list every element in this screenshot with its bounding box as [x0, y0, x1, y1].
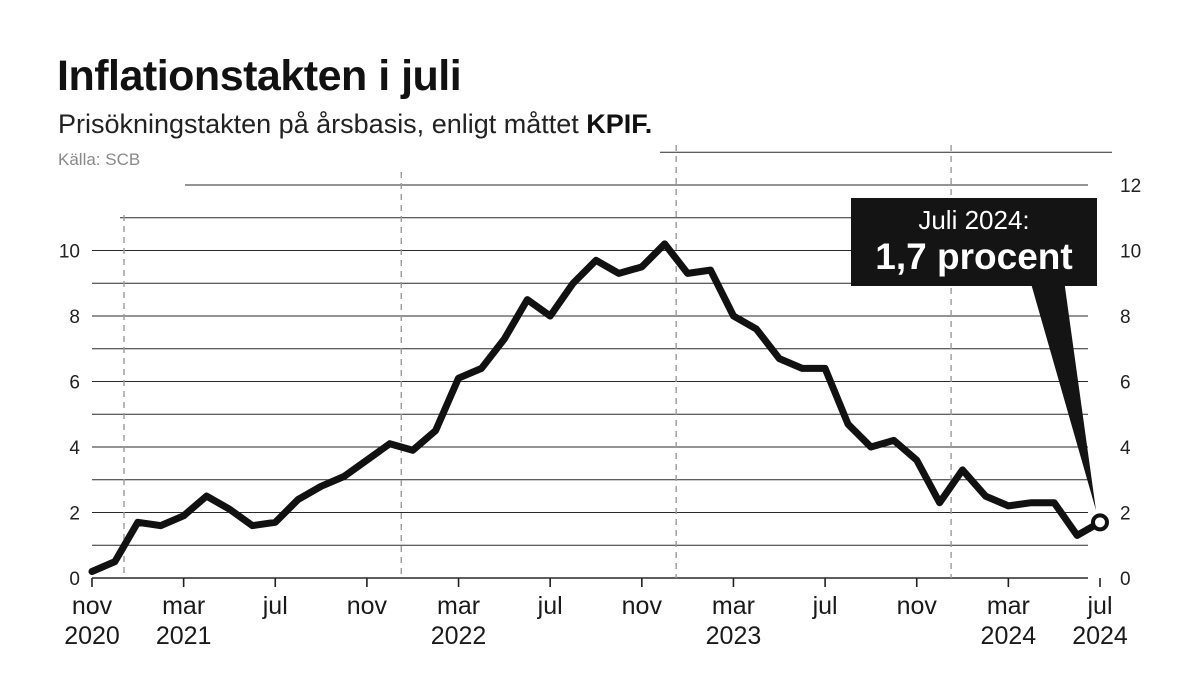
y-tick-label-left: 10 — [59, 242, 80, 263]
x-tick-month: nov — [897, 592, 938, 620]
x-tick-month: mar — [162, 592, 205, 620]
x-tick-year: 2024 — [1072, 622, 1128, 650]
x-tick-year: 2024 — [981, 622, 1037, 650]
callout-date: Juli 2024: — [918, 205, 1030, 235]
y-tick-label-right: 0 — [1120, 569, 1131, 590]
y-tick-label-left: 0 — [69, 569, 80, 590]
y-tick-label-right: 12 — [1120, 176, 1141, 197]
y-axis-left: 0 2 4 6 8 10 — [59, 242, 81, 591]
x-tick-month: mar — [437, 592, 480, 620]
y-tick-label-left: 4 — [69, 438, 80, 459]
x-tick-year: 2020 — [64, 622, 120, 650]
callout-pointer — [1030, 280, 1096, 511]
y-tick-label-right: 8 — [1120, 307, 1131, 328]
data-points — [1091, 513, 1109, 532]
x-tick-year: 2022 — [431, 622, 487, 650]
y-tick-label-right: 2 — [1120, 504, 1131, 525]
x-tick-month: jul — [537, 592, 563, 620]
chart-subtitle: Prisökningstakten på årsbasis, enligt må… — [58, 109, 652, 140]
y-axis-right: 0 2 4 6 8 10 12 — [1120, 176, 1141, 590]
x-tick-month: nov — [347, 592, 388, 620]
y-tick-label-right: 6 — [1120, 373, 1131, 394]
x-tick-month: nov — [622, 592, 663, 620]
x-tick-month: mar — [987, 592, 1030, 620]
y-tick-label-left: 2 — [69, 504, 80, 525]
callout-box: Juli 2024: 1,7 procent — [851, 198, 1097, 286]
series-line-kpif — [88, 240, 1104, 575]
x-tick-month: nov — [72, 592, 113, 620]
y-tick-label-right: 4 — [1120, 438, 1131, 459]
x-tick-month: jul — [262, 592, 288, 620]
subtitle-text: Prisökningstakten på årsbasis, enligt må… — [58, 109, 579, 139]
y-tick-label-left: 8 — [69, 307, 80, 328]
chart-title: Inflationstakten i juli — [57, 52, 462, 100]
x-tick-year: 2023 — [706, 622, 762, 650]
y-tick-label-right: 10 — [1120, 242, 1141, 263]
y-tick-label-left: 6 — [69, 373, 80, 394]
grid-lines — [92, 151, 1112, 579]
x-tick-month: jul — [1086, 592, 1112, 620]
subtitle-bold: KPIF. — [586, 109, 653, 139]
x-tick-month: mar — [712, 592, 755, 620]
year-separators — [123, 145, 952, 578]
x-tick-year: 2021 — [156, 622, 212, 650]
callout-value: 1,7 procent — [875, 236, 1073, 277]
x-tick-month: jul — [812, 592, 838, 620]
source-label: Källa: SCB — [58, 150, 141, 169]
data-point-latest — [1091, 513, 1109, 532]
